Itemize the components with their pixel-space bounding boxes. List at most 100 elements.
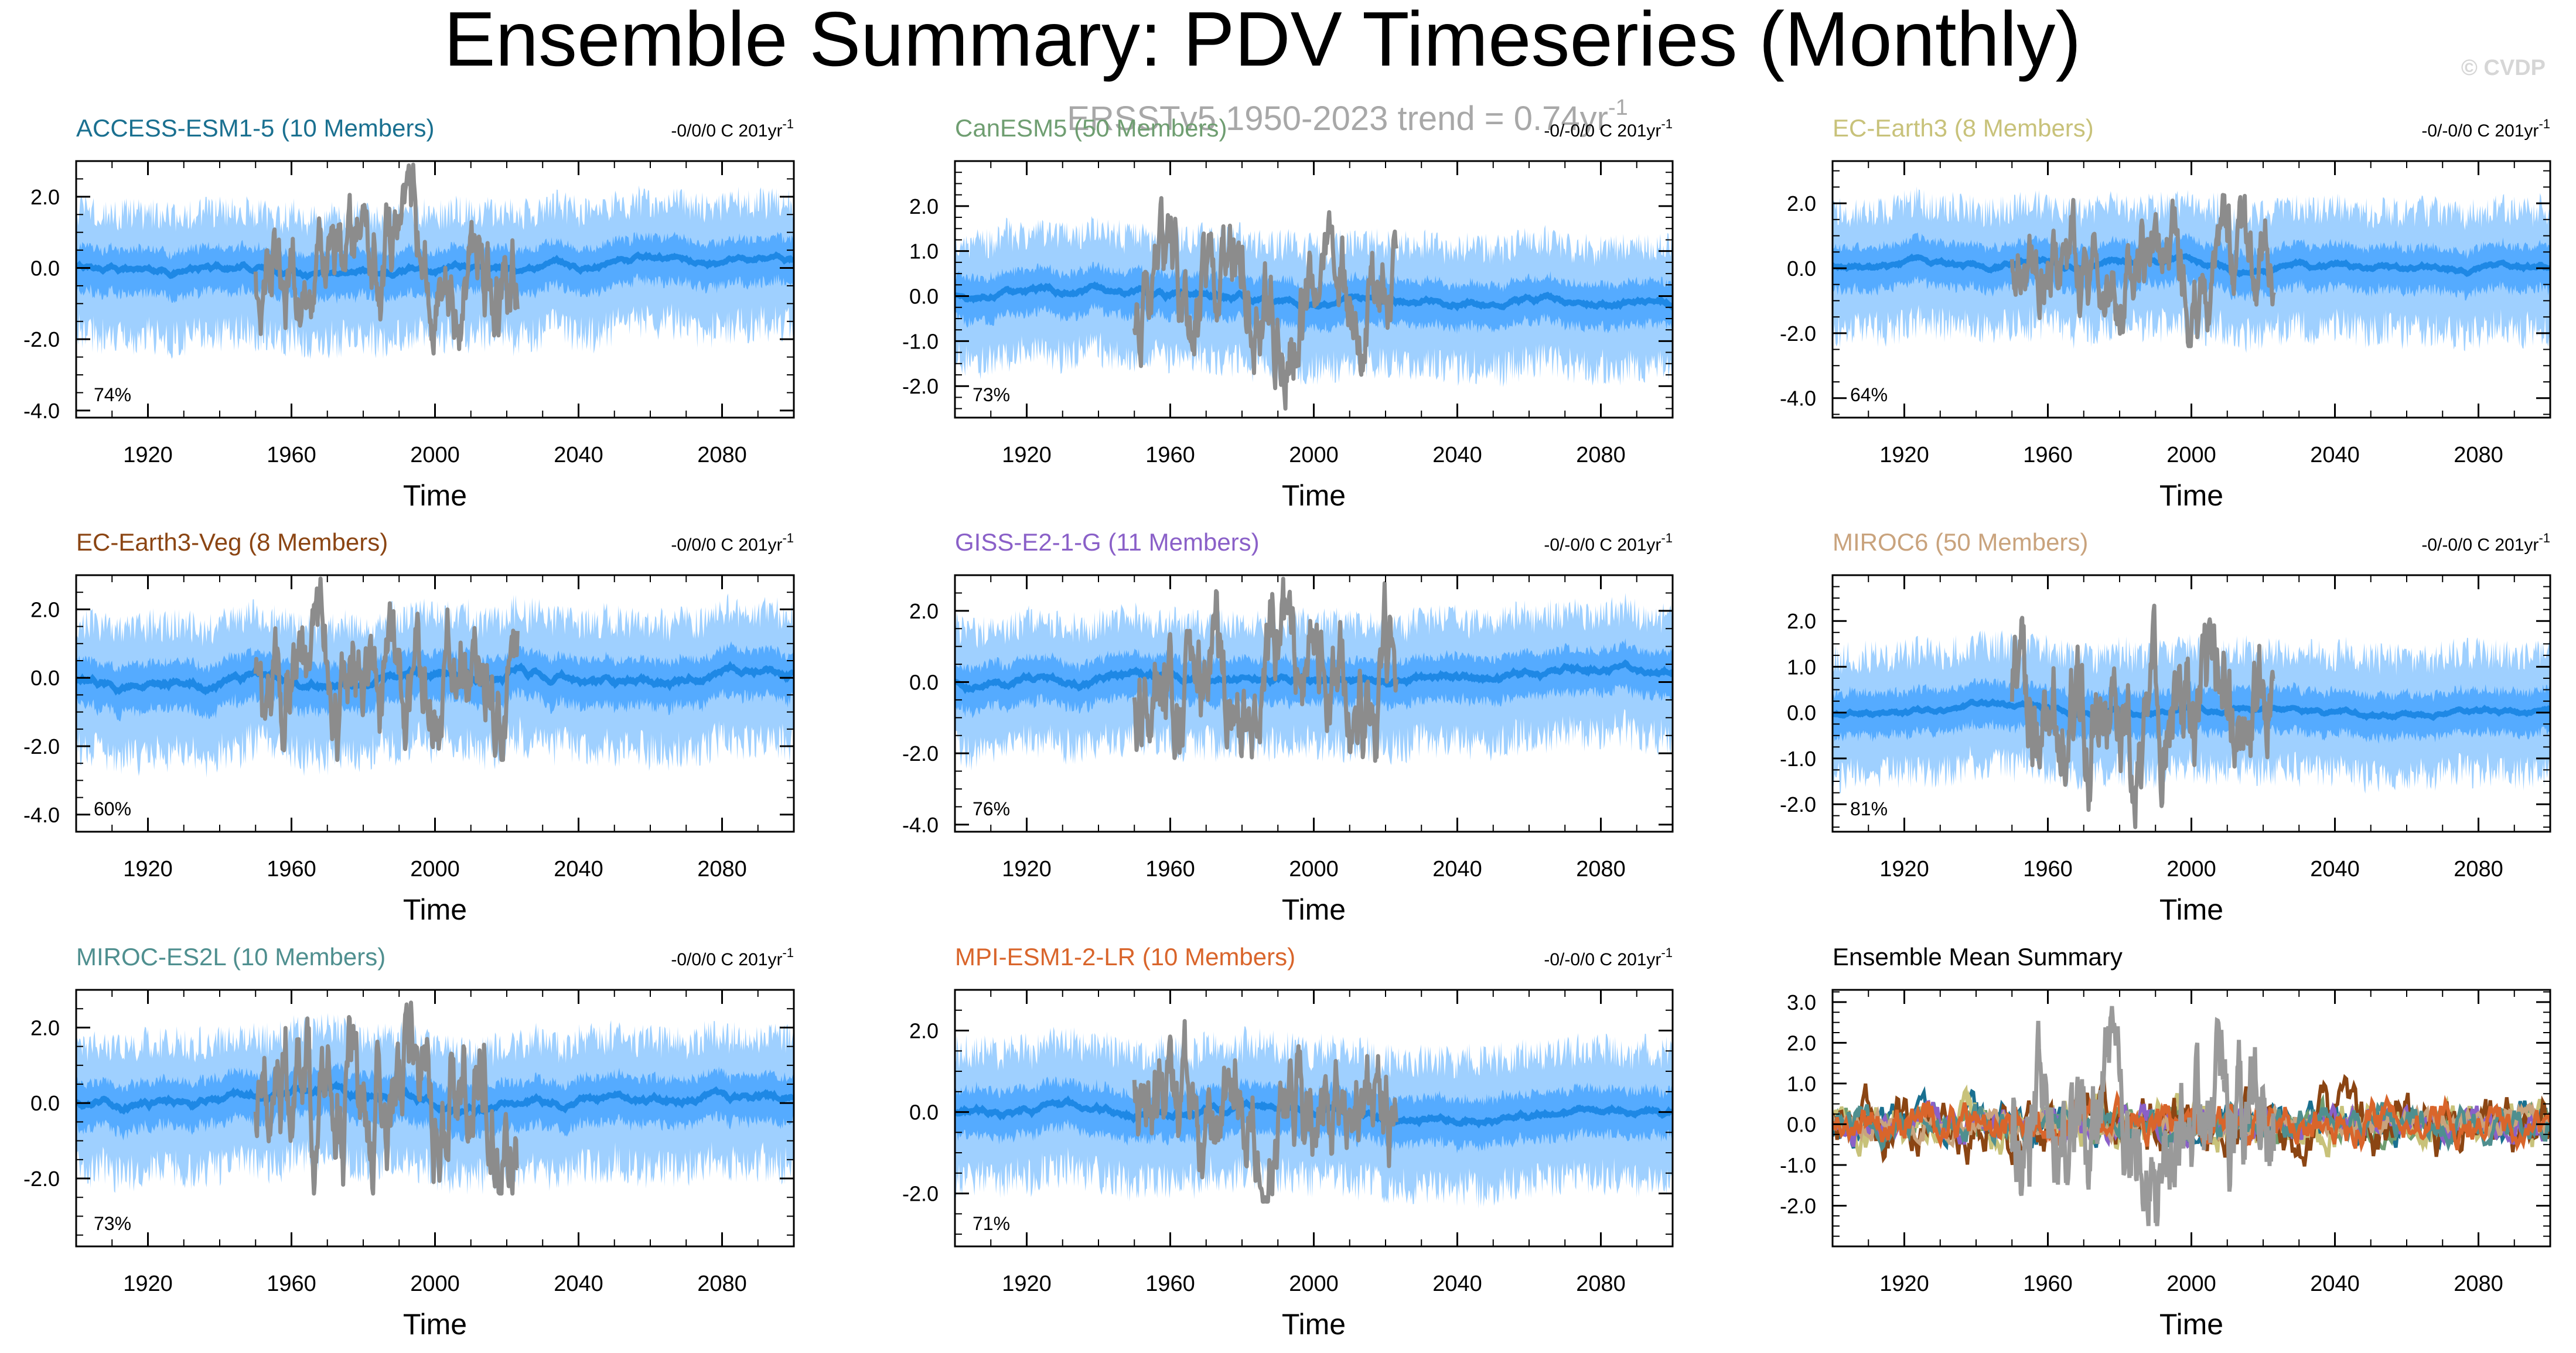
panel-title: EC-Earth3 (8 Members) [1833,114,2094,142]
obs-trend-label: ERSSTv5 1950-2023 trend = 0.74yr-1 [1067,95,1628,138]
x-tick-label: 1960 [267,857,316,882]
observations-line [2009,603,2275,829]
x-tick-label: 2080 [2454,857,2503,882]
panel-grid: 1920 1960 2000 2040 2080 2.0 0.0 -2.0 -4.0 ACCESS… [23,114,2551,1341]
panel-1: 1920 1960 2000 2040 2080 2.0 1.0 0.0 -1.0 -2.0 Can… [902,114,1674,512]
panel-trend-label: -0/0/0 C 201yr-1 [671,945,794,969]
x-tick-label: 2040 [554,857,603,882]
x-axis-label: Time [1282,893,1346,926]
observations-line [1132,576,1398,763]
panel-title: EC-Earth3-Veg (8 Members) [76,528,388,556]
x-tick-label: 2040 [554,1272,603,1296]
x-tick-label: 2080 [1576,443,1626,467]
y-tick-label: -2.0 [902,374,939,398]
x-tick-label: 1960 [2023,857,2073,882]
y-tick-label: -2.0 [23,734,60,758]
x-tick-label: 1920 [123,857,173,882]
y-tick-label: 2.0 [1787,1031,1816,1055]
panel-trend-superscript: -1 [1661,531,1673,545]
x-tick-label: 1920 [1879,443,1929,467]
panel-2: 1920 1960 2000 2040 2080 2.0 0.0 -2.0 -4.0 EC-Ear… [1780,114,2551,512]
panel-3: 1920 1960 2000 2040 2080 2.0 0.0 -2.0 -4.0 EC-Ear… [23,528,795,926]
panel-trend-label: -0/-0/0 C 201yr-1 [2421,117,2550,141]
x-tick-label: 1960 [1145,857,1195,882]
panel-trend-superscript: -1 [782,531,794,545]
panel-trend-superscript: -1 [1661,117,1673,131]
panel-trend-text: -0/0/0 C 201yr [671,950,782,969]
x-tick-label: 2040 [2310,1272,2360,1296]
panel-trend-superscript: -1 [1661,945,1673,960]
panel-trend-text: -0/-0/0 C 201yr [1544,535,1661,555]
panel-percent-label: 73% [973,384,1010,405]
panel-trend-text: -0/-0/0 C 201yr [1544,121,1661,141]
y-tick-label: 0.0 [909,671,939,695]
x-tick-label: 1960 [1145,1272,1195,1296]
plot-area [76,1000,794,1196]
panel-trend-label: -0/-0/0 C 201yr-1 [1544,117,1673,141]
x-tick-label: 1960 [1145,443,1195,467]
y-tick-label: 0.0 [30,257,60,281]
plot-area [1833,603,2550,829]
figure-title: Ensemble Summary: PDV Timeseries (Monthl… [444,0,2082,82]
panel-title: MIROC-ES2L (10 Members) [76,943,385,971]
x-tick-label: 1920 [123,1272,173,1296]
obs-trend-superscript: -1 [1608,95,1628,120]
x-tick-label: 2000 [410,1272,460,1296]
panel-title: ACCESS-ESM1-5 (10 Members) [76,114,434,142]
y-tick-label: -2.0 [1780,322,1816,346]
x-tick-label: 2080 [1576,1272,1626,1296]
x-tick-label: 2080 [697,1272,747,1296]
y-tick-label: 2.0 [909,194,939,218]
x-tick-label: 2080 [2454,443,2503,467]
observations-line [1132,196,1398,411]
x-tick-label: 2040 [554,443,603,467]
y-tick-label: 2.0 [30,185,60,209]
x-tick-label: 2000 [2166,1272,2216,1296]
x-tick-label: 2040 [1432,443,1482,467]
y-tick-label: -4.0 [902,813,939,837]
x-tick-label: 1920 [1879,1272,1929,1296]
panel-trend-superscript: -1 [782,945,794,960]
y-tick-label: 1.0 [909,240,939,264]
panel-trend-superscript: -1 [782,117,794,131]
y-tick-label: 0.0 [1787,701,1816,725]
x-tick-label: 2040 [2310,443,2360,467]
panel-trend-text: -0/0/0 C 201yr [671,535,782,555]
panel-title: MIROC6 (50 Members) [1833,528,2088,556]
x-axis-label: Time [1282,479,1346,512]
panel-trend-label: -0/-0/0 C 201yr-1 [1544,945,1673,969]
ensemble-mean-line [955,659,1673,695]
y-tick-label: -2.0 [23,327,60,351]
panel-title: Ensemble Mean Summary [1833,943,2123,971]
observations-line [253,1000,519,1196]
x-tick-label: 1920 [1002,443,1052,467]
ensemble-mean-line [955,1095,1673,1129]
panel-trend-text: -0/0/0 C 201yr [671,121,782,141]
y-tick-label: 2.0 [30,597,60,621]
panel-6: 1920 1960 2000 2040 2080 2.0 0.0 -2.0 MIROC-ES2L… [23,943,795,1341]
panel-4: 1920 1960 2000 2040 2080 2.0 0.0 -2.0 -4.0 GISS-E… [902,528,1674,926]
y-tick-label: 0.0 [909,1101,939,1125]
y-tick-label: 2.0 [30,1016,60,1040]
x-tick-label: 2080 [1576,857,1626,882]
observations-line [2009,193,2276,348]
panel-trend-text: -0/-0/0 C 201yr [2421,535,2539,555]
x-tick-label: 2000 [2166,443,2216,467]
x-tick-label: 1920 [1002,1272,1052,1296]
plot-area [76,576,794,778]
x-axis-label: Time [1282,1308,1346,1341]
x-tick-label: 2080 [697,857,747,882]
y-tick-label: 0.0 [909,285,939,309]
x-tick-label: 2080 [2454,1272,2503,1296]
panel-trend-label: -0/-0/0 C 201yr-1 [1544,531,1673,555]
x-axis-label: Time [2159,893,2223,926]
plot-area [955,576,1673,771]
observations-line [253,576,520,762]
plot-area [76,162,794,360]
x-axis-label: Time [403,893,467,926]
y-tick-label: 1.0 [1787,655,1816,679]
y-tick-label: 0.0 [1787,1112,1816,1136]
panel-percent-label: 76% [973,798,1010,819]
panel-title: MPI-ESM1-2-LR (10 Members) [955,943,1295,971]
